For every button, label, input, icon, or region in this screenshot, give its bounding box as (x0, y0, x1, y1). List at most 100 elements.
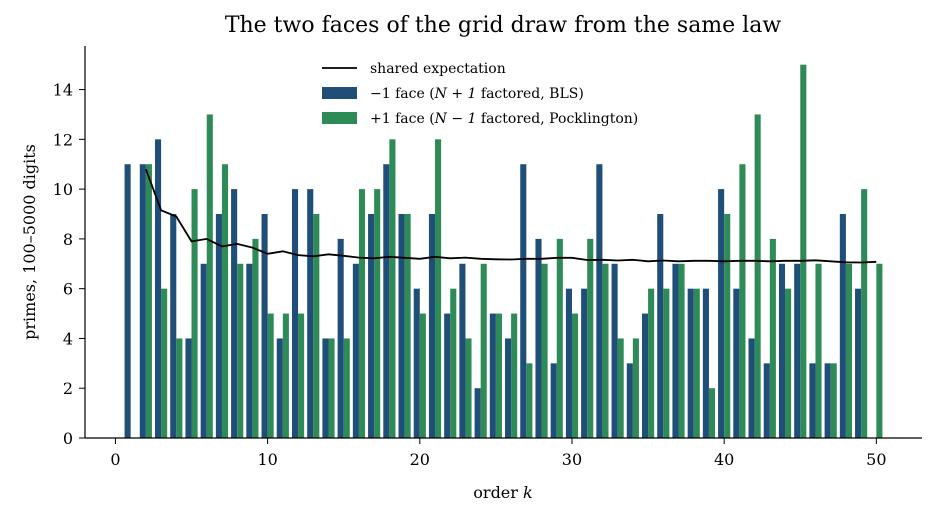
bar-plus-face (769, 238, 776, 438)
bar-plus-face (480, 263, 487, 438)
bar-plus-face (465, 338, 472, 438)
bar-plus-face (282, 313, 289, 438)
bar-plus-face (358, 189, 366, 438)
bar-plus-face (298, 313, 305, 438)
y-tick-label: 10 (53, 180, 73, 199)
bar-plus-face (571, 313, 579, 438)
bar-plus-face (237, 263, 244, 438)
bar-minus-face (611, 263, 618, 438)
bar-minus-face (337, 238, 344, 438)
bar-minus-face (413, 288, 420, 438)
bar-minus-face (200, 263, 207, 438)
bar-minus-face (307, 189, 314, 438)
bar-minus-face (398, 214, 405, 438)
bar-minus-face (231, 189, 238, 438)
bar-plus-face (556, 238, 563, 438)
bar-plus-face (176, 338, 183, 438)
bar-minus-face (763, 363, 770, 438)
bar-plus-face (526, 363, 533, 438)
bar-plus-face (206, 114, 213, 438)
bar-plus-face (145, 164, 152, 438)
bar-minus-face (565, 288, 572, 438)
bar-plus-face (739, 164, 746, 438)
x-axis-label: order k (473, 483, 532, 502)
bar-minus-face (155, 139, 162, 439)
bar-minus-face (550, 363, 557, 438)
bar-minus-face (839, 214, 846, 438)
bar-plus-face (328, 338, 335, 438)
bar-plus-face (495, 313, 502, 438)
bar-plus-face (419, 313, 426, 438)
bar-minus-face (444, 313, 451, 438)
bar-minus-face (474, 388, 481, 438)
bar-plus-face (845, 263, 852, 438)
shared-expectation-line (145, 168, 877, 264)
bar-plus-face (541, 263, 548, 438)
x-tick-label: 50 (866, 450, 886, 469)
bar-layer (124, 64, 883, 439)
bar-plus-face (830, 363, 837, 438)
legend-swatch-minus (322, 87, 357, 99)
legend-swatch-plus (322, 112, 357, 124)
bar-minus-face (520, 164, 527, 438)
legend-label-minus: −1 face (N + 1 factored, BLS) (370, 86, 584, 102)
x-tick-label: 20 (410, 450, 430, 469)
bar-minus-face (215, 214, 222, 438)
legend-label-plus: +1 face (N − 1 factored, Pocklington) (370, 111, 638, 127)
bar-minus-face (672, 263, 679, 438)
y-tick-label: 6 (63, 280, 73, 299)
bar-plus-face (267, 313, 274, 438)
bar-minus-face (824, 363, 831, 438)
bar-minus-face (794, 263, 801, 438)
bar-minus-face (322, 338, 329, 438)
bar-plus-face (617, 338, 624, 438)
bar-plus-face (724, 214, 731, 438)
chart-title: The two faces of the grid draw from the … (225, 13, 782, 38)
x-tick-label: 40 (714, 450, 734, 469)
y-tick-label: 8 (63, 230, 73, 249)
bar-minus-face (581, 288, 588, 438)
y-tick-label: 2 (63, 379, 73, 398)
y-tick-label: 14 (53, 81, 73, 100)
bar-plus-face (343, 338, 350, 438)
bar-minus-face (748, 338, 755, 438)
bar-minus-face (139, 164, 146, 438)
bar-plus-face (678, 263, 685, 438)
bar-minus-face (596, 164, 603, 438)
bar-plus-face (252, 238, 259, 438)
x-tick-label: 0 (110, 450, 120, 469)
bar-minus-face (778, 263, 786, 438)
bar-plus-face (313, 214, 320, 438)
y-tick-label: 4 (63, 329, 73, 348)
bar-plus-face (754, 114, 761, 438)
bar-minus-face (718, 189, 725, 438)
tick-layer: 0 10 20 30 40 50 0 2 4 6 8 10 12 14 (53, 81, 887, 469)
bar-minus-face (505, 338, 512, 438)
bar-minus-face (489, 313, 496, 438)
bar-minus-face (702, 288, 709, 438)
bar-plus-face (602, 263, 609, 438)
legend-label-expectation: shared expectation (370, 61, 506, 77)
bar-minus-face (124, 164, 131, 438)
bar-minus-face (809, 363, 816, 438)
bar-minus-face (246, 263, 253, 438)
bar-plus-face (708, 388, 716, 438)
legend: shared expectation −1 face (N + 1 factor… (322, 61, 638, 127)
y-axis-label: primes, 100–5000 digits (20, 144, 39, 340)
bar-minus-face (733, 288, 740, 438)
y-tick-label: 0 (63, 429, 73, 448)
bar-minus-face (170, 214, 177, 438)
bar-plus-face (511, 313, 518, 438)
bar-minus-face (291, 189, 299, 438)
bar-plus-face (800, 64, 807, 439)
bar-plus-face (374, 189, 381, 438)
bar-minus-face (657, 214, 664, 438)
bar-plus-face (815, 263, 822, 438)
bar-minus-face (641, 313, 649, 438)
bar-plus-face (785, 288, 792, 438)
bar-minus-face (687, 288, 694, 438)
y-tick-label: 12 (53, 130, 73, 149)
bar-plus-face (663, 288, 670, 438)
x-tick-label: 30 (562, 450, 582, 469)
